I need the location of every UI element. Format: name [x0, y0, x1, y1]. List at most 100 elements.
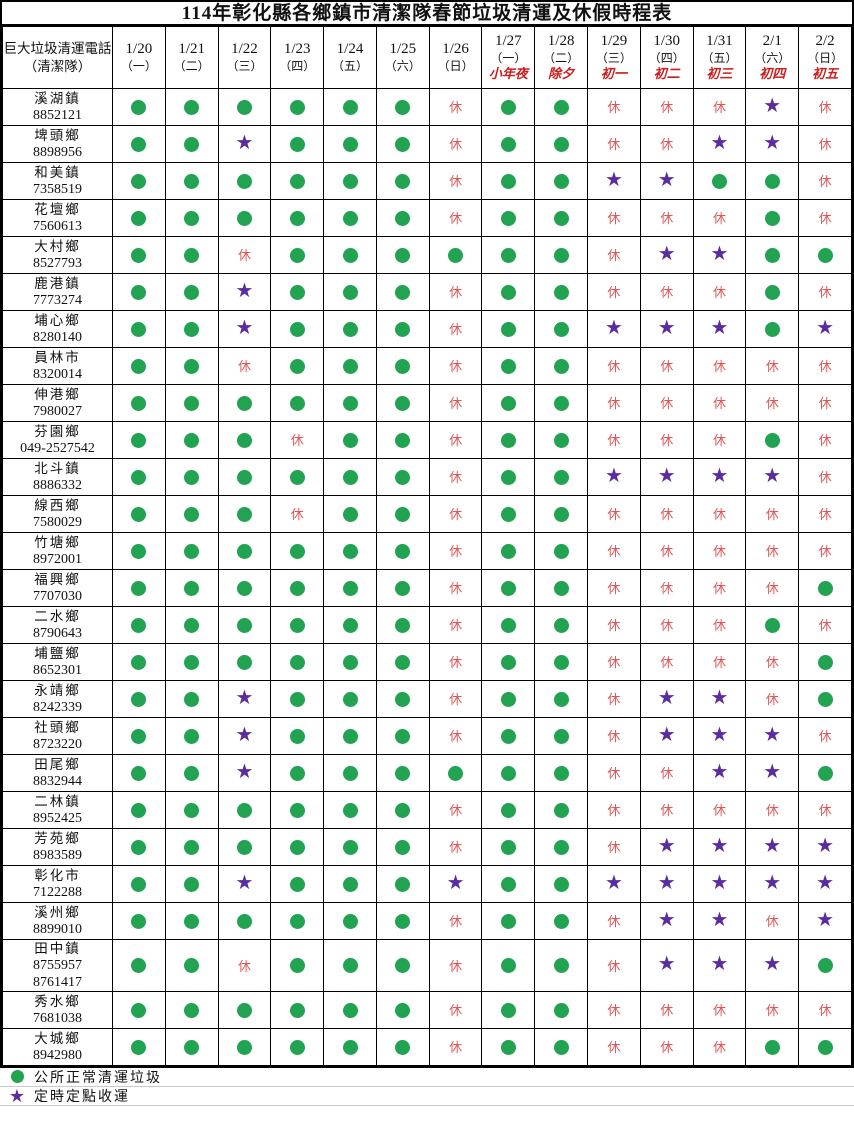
legend-item-fixed-point: ★ 定時定點收運	[0, 1087, 854, 1106]
schedule-row-線西鄉: 線西鄉 7580029 休 休 休 休 休 休 休	[2, 495, 852, 533]
township-phone: 8898956	[33, 145, 82, 160]
normal-collection-icon	[236, 1002, 252, 1018]
normal-collection-icon	[184, 247, 200, 263]
schedule-cell: ★	[798, 902, 852, 940]
schedule-cell: 休	[428, 939, 483, 992]
normal-collection-icon	[553, 839, 569, 855]
normal-collection-icon	[131, 876, 147, 892]
township-cell: 和美鎮 7358519	[2, 162, 113, 200]
fixed-point-pickup-icon: ★	[657, 721, 676, 746]
schedule-cell	[217, 88, 272, 126]
schedule-cell	[270, 680, 325, 718]
schedule-cell	[375, 495, 430, 533]
township-phone: 8952425	[33, 811, 82, 826]
normal-collection-icon	[500, 506, 516, 522]
rest-day-label: 休	[712, 1003, 726, 1018]
rest-day-label: 休	[712, 396, 726, 411]
schedule-cell: 休	[587, 236, 641, 274]
schedule-cell	[164, 569, 219, 607]
normal-collection-icon	[289, 958, 305, 974]
normal-collection-icon	[184, 173, 200, 189]
township-cell: 二水鄉 8790643	[2, 606, 113, 644]
schedule-cell: 休	[428, 680, 483, 718]
schedule-cell: 休	[587, 643, 641, 681]
normal-collection-icon	[553, 654, 569, 670]
schedule-cell: 休	[428, 125, 483, 163]
column-weekday: （六）	[754, 51, 791, 65]
schedule-cell	[217, 643, 272, 681]
township-phone: 7122288	[33, 885, 82, 900]
rest-day-label: 休	[712, 359, 726, 374]
normal-collection-icon	[131, 395, 147, 411]
schedule-cell: 休	[798, 421, 852, 459]
normal-collection-icon	[289, 469, 305, 485]
township-phone: 8280140	[33, 330, 82, 345]
normal-collection-icon	[289, 580, 305, 596]
normal-collection-icon	[764, 432, 780, 448]
fixed-point-pickup-icon: ★	[763, 951, 782, 975]
schedule-cell: 休	[428, 717, 483, 755]
normal-collection-icon	[553, 913, 569, 929]
schedule-cell	[323, 939, 377, 992]
schedule-cell: ★	[745, 828, 800, 866]
schedule-cell	[112, 791, 166, 829]
schedule-cell	[481, 495, 536, 533]
schedule-cell: 休	[587, 273, 641, 311]
schedule-cell	[534, 273, 589, 311]
schedule-cell: 休	[692, 532, 747, 570]
schedule-cell	[375, 347, 430, 385]
schedule-cell	[323, 902, 377, 940]
normal-collection-icon	[236, 580, 252, 596]
schedule-cell	[112, 384, 166, 422]
normal-collection-icon	[500, 839, 516, 855]
schedule-row-溪州鄉: 溪州鄉 8899010 休 休 ★ ★ 休 ★	[2, 902, 852, 940]
schedule-cell	[112, 125, 166, 163]
normal-collection-icon	[342, 506, 358, 522]
rest-day-label: 休	[237, 248, 251, 263]
fixed-point-pickup-icon: ★	[763, 462, 782, 487]
schedule-cell	[323, 717, 377, 755]
rest-day-label: 休	[449, 322, 463, 337]
normal-collection-icon	[131, 210, 147, 226]
normal-collection-icon	[289, 358, 305, 374]
fixed-point-pickup-icon: ★	[763, 832, 782, 857]
normal-collection-icon	[131, 654, 147, 670]
normal-collection-icon	[553, 136, 569, 152]
normal-collection-icon	[184, 1039, 200, 1055]
schedule-cell	[375, 991, 430, 1029]
fixed-point-pickup-icon: ★	[235, 314, 254, 339]
normal-collection-icon	[342, 247, 358, 263]
schedule-cell	[745, 273, 800, 311]
fixed-point-pickup-icon: ★	[235, 129, 254, 154]
schedule-row-大村鄉: 大村鄉 8527793 休 休 ★ ★	[2, 236, 852, 274]
normal-collection-icon	[289, 1002, 305, 1018]
schedule-cell	[745, 199, 800, 237]
schedule-cell: 休	[639, 754, 694, 792]
schedule-cell: 休	[428, 421, 483, 459]
schedule-cell: 休	[745, 384, 800, 422]
normal-collection-icon	[236, 654, 252, 670]
rest-day-label: 休	[712, 285, 726, 300]
schedule-cell	[534, 828, 589, 866]
schedule-cell: 休	[428, 495, 483, 533]
normal-collection-icon	[184, 506, 200, 522]
schedule-cell	[745, 162, 800, 200]
schedule-cell	[481, 347, 536, 385]
fixed-point-pickup-icon: ★	[657, 832, 676, 857]
schedule-cell	[270, 1028, 325, 1066]
normal-collection-icon	[500, 876, 516, 892]
normal-collection-icon	[500, 173, 516, 189]
schedule-cell: 休	[798, 347, 852, 385]
schedule-cell: 休	[428, 88, 483, 126]
fixed-point-pickup-icon: ★	[816, 314, 835, 339]
schedule-cell: 休	[745, 643, 800, 681]
column-date: 1/31	[706, 33, 733, 49]
rest-day-label: 休	[449, 692, 463, 707]
column-header-1-24: 1/24 （五）	[323, 26, 377, 89]
schedule-cell	[481, 939, 536, 992]
schedule-row-和美鎮: 和美鎮 7358519 休 ★ ★ 休	[2, 162, 852, 200]
normal-collection-icon	[817, 958, 833, 974]
normal-collection-icon	[184, 543, 200, 559]
township-name: 溪州鄉	[34, 905, 81, 920]
schedule-cell	[270, 88, 325, 126]
